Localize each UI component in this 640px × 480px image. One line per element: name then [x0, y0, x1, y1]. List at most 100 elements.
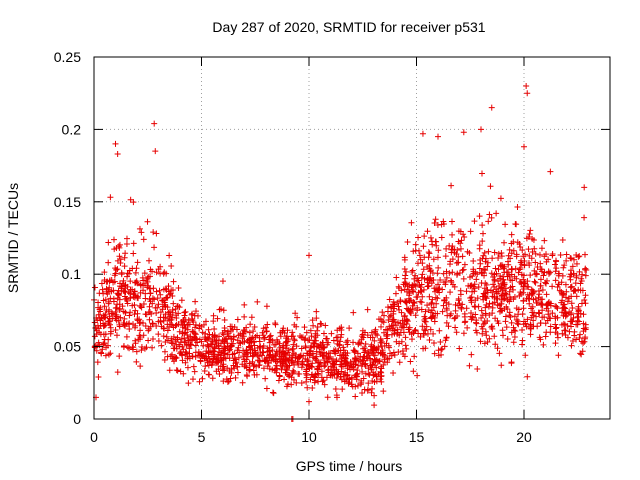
data-point — [146, 296, 153, 303]
data-point — [524, 316, 531, 323]
data-point — [94, 322, 101, 329]
data-point — [390, 316, 397, 323]
data-point — [412, 312, 419, 319]
data-point — [461, 234, 468, 241]
data-point — [173, 341, 180, 348]
data-point — [456, 270, 463, 277]
data-point — [138, 229, 145, 236]
data-point — [411, 327, 418, 334]
data-point — [435, 347, 442, 354]
data-point — [535, 294, 542, 301]
data-point — [283, 364, 290, 371]
data-point — [289, 329, 296, 336]
data-point — [561, 301, 568, 308]
data-point — [511, 273, 518, 280]
data-point — [435, 281, 442, 288]
data-point — [250, 363, 257, 370]
data-point — [115, 291, 122, 298]
data-point — [146, 303, 153, 310]
data-point — [318, 346, 325, 353]
data-point — [91, 284, 98, 291]
data-point — [478, 170, 485, 177]
data-point — [564, 322, 571, 329]
data-point — [304, 362, 311, 369]
data-point — [418, 281, 425, 288]
data-point — [568, 300, 575, 307]
data-point — [114, 290, 121, 297]
data-point — [150, 229, 157, 236]
data-point — [453, 329, 460, 336]
data-point — [241, 301, 248, 308]
data-point — [162, 339, 169, 346]
data-point — [398, 338, 405, 345]
data-point — [219, 278, 226, 285]
data-point — [397, 297, 404, 304]
data-point — [247, 321, 254, 328]
data-point — [492, 315, 499, 322]
data-point — [506, 288, 513, 295]
data-point — [354, 370, 361, 377]
data-point — [133, 358, 140, 365]
data-point — [418, 306, 425, 313]
data-point — [224, 379, 231, 386]
data-point — [542, 279, 549, 286]
data-point — [581, 296, 588, 303]
data-point — [118, 269, 125, 276]
data-point — [96, 290, 103, 297]
data-point — [359, 390, 366, 397]
data-point — [141, 345, 148, 352]
data-point — [338, 356, 345, 363]
data-point — [291, 336, 298, 343]
y-tick-label: 0.2 — [62, 121, 82, 137]
data-point — [409, 282, 416, 289]
data-point — [443, 305, 450, 312]
data-point — [419, 130, 426, 137]
data-point — [221, 338, 228, 345]
data-point — [460, 266, 467, 273]
data-point — [523, 82, 530, 89]
data-point — [269, 389, 276, 396]
data-point — [443, 274, 450, 281]
data-point — [98, 314, 105, 321]
data-point — [491, 284, 498, 291]
data-point — [365, 365, 372, 372]
data-point — [383, 326, 390, 333]
data-point — [460, 275, 467, 282]
data-point — [501, 239, 508, 246]
data-point — [474, 295, 481, 302]
data-point — [414, 372, 421, 379]
data-point — [171, 345, 178, 352]
data-point — [312, 355, 319, 362]
data-point — [210, 356, 217, 363]
data-point — [221, 339, 228, 346]
data-point — [120, 277, 127, 284]
data-point — [541, 253, 548, 260]
data-point — [162, 285, 169, 292]
data-point — [427, 234, 434, 241]
data-point — [210, 312, 217, 319]
data-point — [452, 314, 459, 321]
data-point — [463, 288, 470, 295]
data-point — [114, 151, 121, 158]
data-point — [431, 219, 438, 226]
data-point — [218, 352, 225, 359]
data-point — [241, 358, 248, 365]
data-point — [515, 306, 522, 313]
data-point — [553, 265, 560, 272]
data-point — [414, 307, 421, 314]
data-point — [121, 293, 128, 300]
data-point — [573, 274, 580, 281]
data-point — [549, 250, 556, 257]
data-point — [103, 278, 110, 285]
data-point — [348, 381, 355, 388]
data-point — [510, 339, 517, 346]
data-point — [371, 337, 378, 344]
data-point — [368, 366, 375, 373]
data-point — [120, 342, 127, 349]
data-point — [503, 291, 510, 298]
data-point — [504, 335, 511, 342]
data-point — [106, 315, 113, 322]
data-point — [133, 348, 140, 355]
data-point — [204, 337, 211, 344]
data-point — [531, 278, 538, 285]
